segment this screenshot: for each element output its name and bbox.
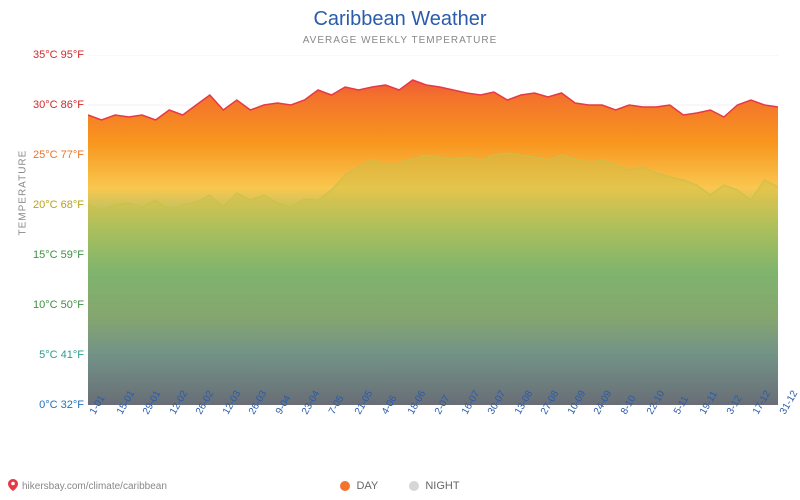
y-tick: 25°C 77°F xyxy=(33,149,84,161)
legend-night-dot xyxy=(409,481,419,491)
y-tick: 15°C 59°F xyxy=(33,249,84,261)
y-tick: 20°C 68°F xyxy=(33,199,84,211)
legend-day-label: DAY xyxy=(356,480,378,492)
attribution-text: hikersbay.com/climate/caribbean xyxy=(22,481,167,492)
x-tick: 31-12 xyxy=(778,389,800,417)
y-tick: 30°C 86°F xyxy=(33,99,84,111)
map-pin-icon xyxy=(8,479,18,494)
legend-night: NIGHT xyxy=(409,480,459,492)
y-axis: TEMPERATURE 35°C 95°F30°C 86°F25°C 77°F2… xyxy=(0,55,88,405)
y-tick: 35°C 95°F xyxy=(33,49,84,61)
y-tick: 5°C 41°F xyxy=(39,349,84,361)
x-axis: 1-0115-0129-0112-0226-0212-0326-039-0423… xyxy=(88,405,778,465)
chart-title: Caribbean Weather xyxy=(0,0,800,31)
legend-night-label: NIGHT xyxy=(425,480,459,492)
y-axis-label: TEMPERATURE xyxy=(17,150,28,236)
chart-subtitle: AVERAGE WEEKLY TEMPERATURE xyxy=(0,31,800,46)
chart-svg xyxy=(88,55,778,405)
chart-plot-area xyxy=(88,55,778,405)
y-tick: 0°C 32°F xyxy=(39,399,84,411)
legend-day: DAY xyxy=(340,480,378,492)
y-tick: 10°C 50°F xyxy=(33,299,84,311)
attribution: hikersbay.com/climate/caribbean xyxy=(8,479,167,494)
chart-container: Caribbean Weather AVERAGE WEEKLY TEMPERA… xyxy=(0,0,800,500)
legend-day-dot xyxy=(340,481,350,491)
